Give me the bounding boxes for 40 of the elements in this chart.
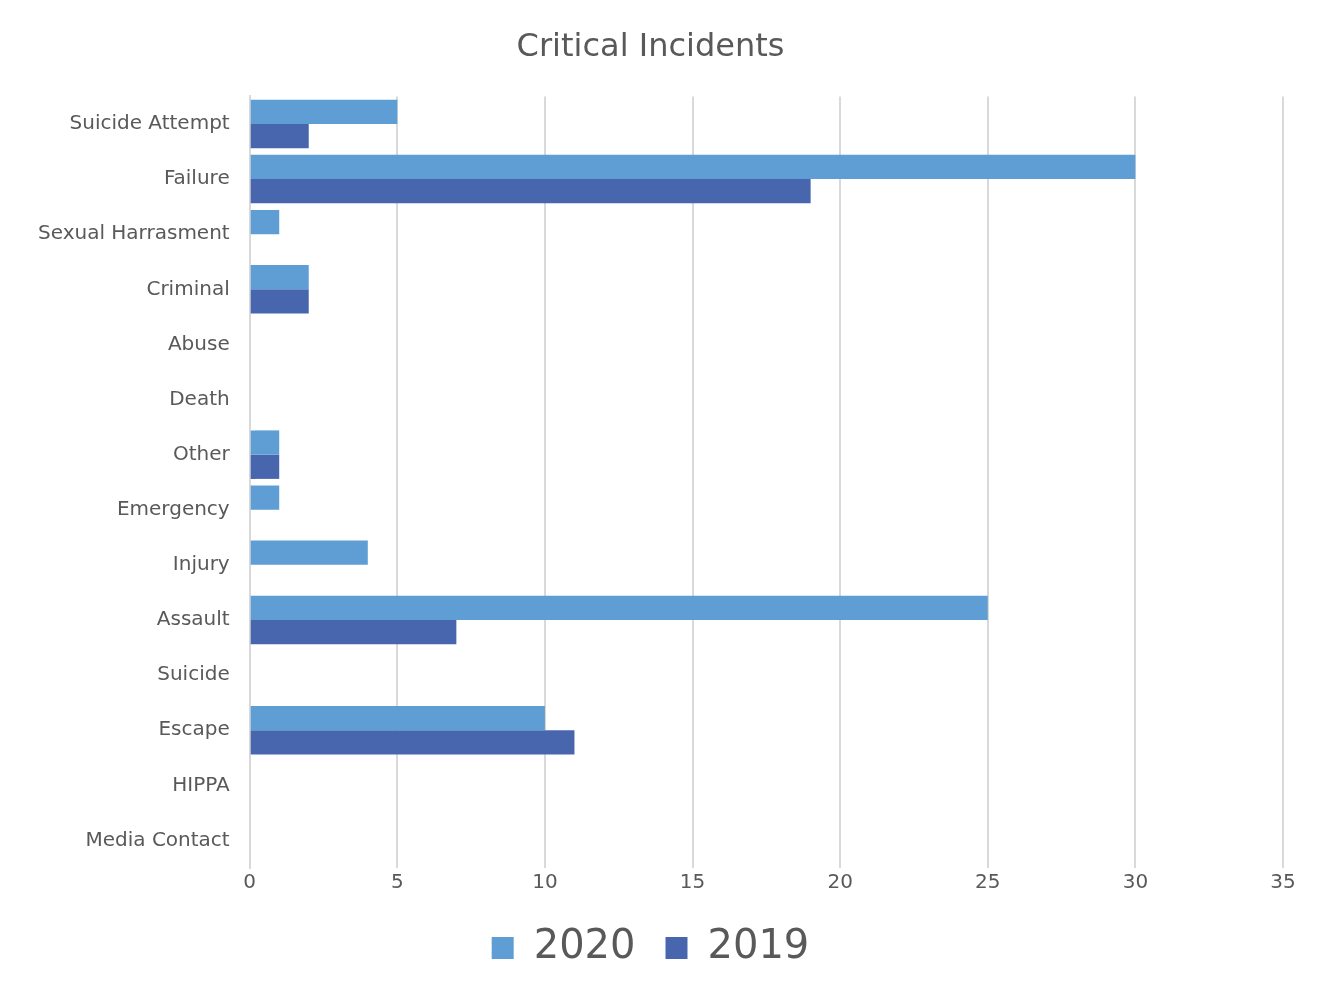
legend-label: 2020 [533,921,636,968]
bar [250,430,280,455]
x-tick-label: 20 [827,869,853,894]
x-tick-label: 0 [243,869,257,894]
y-tick-label: Suicide Attempt [69,110,230,135]
bar [250,289,309,314]
x-tick-label: 10 [532,869,558,894]
chart-title: Critical Incidents [516,25,785,64]
legend-label: 2019 [707,921,810,968]
y-tick-label: HIPPA [172,771,231,796]
y-tick-label: Sexual Harrasment [38,220,230,245]
bar [250,123,309,149]
bar [250,485,280,510]
bar [250,730,575,755]
y-tick-label: Assault [156,606,230,631]
bar [250,99,398,124]
y-tick-label: Emergency [116,495,230,520]
y-tick-label: Injury [172,551,230,576]
bar [250,209,280,235]
y-tick-label: Other [172,440,231,465]
bar [250,540,368,565]
bar [250,454,280,479]
bar [250,179,811,204]
bar [250,619,457,645]
x-tick-label: 35 [1270,869,1296,894]
y-tick-label: Escape [158,716,230,741]
y-tick-label: Abuse [167,330,230,355]
bar [250,595,988,620]
y-tick-label: Death [169,385,230,410]
y-tick-label: Failure [163,165,230,190]
bar [250,705,545,731]
x-tick-label: 25 [975,869,1001,894]
x-tick-label: 30 [1122,869,1149,894]
bar [250,154,1136,180]
y-tick-label: Media Contact [85,826,230,851]
bar [250,265,309,290]
x-tick-label: 5 [390,869,404,894]
y-tick-label: Criminal [146,275,230,300]
y-tick-label: Suicide [157,661,230,686]
x-tick-label: 15 [679,869,706,894]
